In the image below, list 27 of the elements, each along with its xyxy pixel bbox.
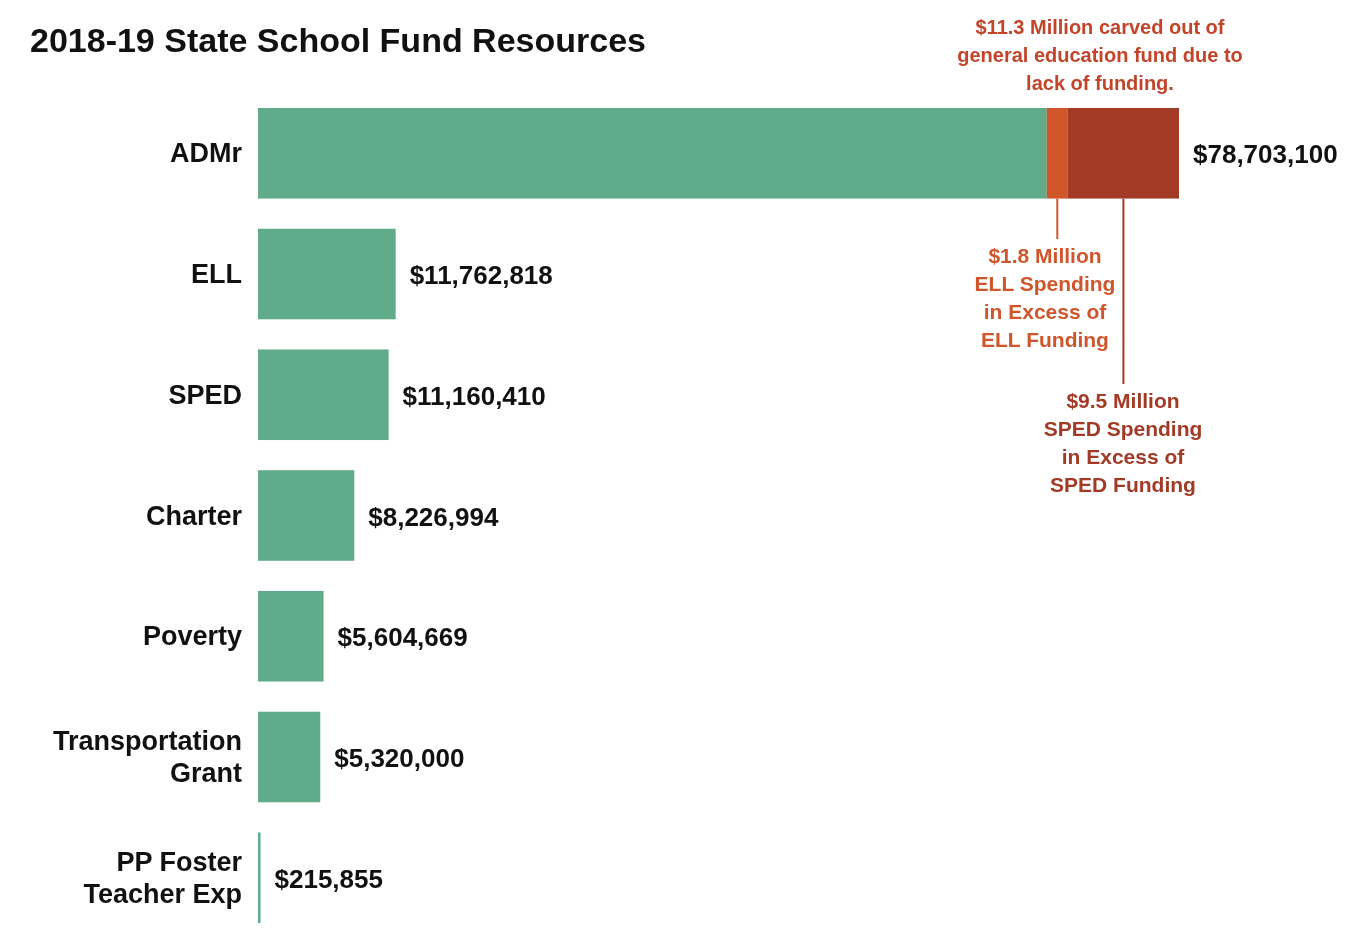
bar [1067, 108, 1179, 199]
bar [1046, 108, 1068, 199]
bar [258, 590, 324, 682]
y-tick-label: Transportation Grant [52, 725, 242, 788]
y-tick-label: PP Foster Teacher Exp [83, 846, 243, 909]
bar [258, 228, 396, 320]
data-label: $8,226,994 [368, 501, 499, 532]
bar [258, 349, 389, 441]
data-label: $215,855 [274, 863, 383, 894]
annotation: $9.5 Million SPED Spending in Excess of SPED Funding [1043, 389, 1203, 496]
data-label: $5,320,000 [334, 742, 465, 773]
data-label: $5,604,669 [337, 622, 468, 653]
y-tick-label: Poverty [142, 621, 242, 652]
y-tick-label: ADMr [170, 138, 243, 169]
y-tick-label: Charter [145, 500, 243, 531]
annotation: $1.8 Million ELL Spending in Excess of ELL Funding [974, 244, 1116, 351]
bar [258, 108, 1047, 199]
bar [258, 711, 321, 803]
data-label: $11,160,410 [402, 380, 546, 411]
bar [258, 832, 261, 923]
chart-title: 2018-19 State School Fund Resources [30, 21, 646, 59]
total-label: $78,703,100 [1193, 139, 1338, 170]
y-tick-label: ELL [191, 259, 242, 290]
y-tick-label: SPED [168, 379, 242, 410]
data-label: $11,762,818 [409, 260, 553, 291]
annotation: $11.3 Million carved out of general education fund due to lack of funding. [957, 16, 1243, 94]
bar [258, 470, 355, 561]
